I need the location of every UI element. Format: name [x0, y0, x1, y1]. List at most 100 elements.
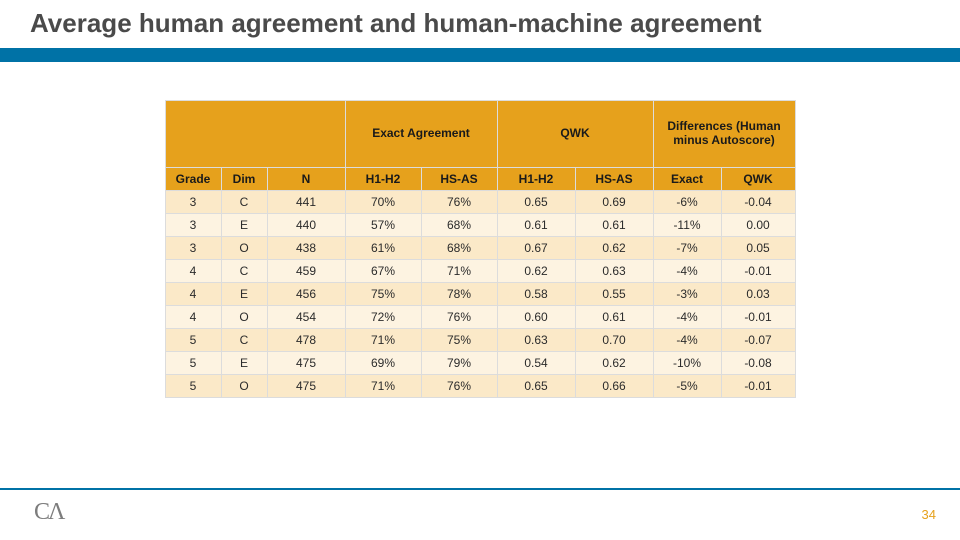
- table-cell: 0.60: [497, 306, 575, 329]
- table-row: 3O43861%68%0.670.62-7%0.05: [165, 237, 795, 260]
- table-cell: -0.01: [721, 375, 795, 398]
- table-cell: 0.63: [575, 260, 653, 283]
- table-cell: -0.08: [721, 352, 795, 375]
- blank-header: [165, 101, 345, 168]
- table-cell: 0.61: [575, 306, 653, 329]
- table-cell: 0.61: [497, 214, 575, 237]
- table-cell: 0.69: [575, 191, 653, 214]
- table-cell: 0.00: [721, 214, 795, 237]
- table-row: 5C47871%75%0.630.70-4%-0.07: [165, 329, 795, 352]
- table-cell: 454: [267, 306, 345, 329]
- table-cell: O: [221, 375, 267, 398]
- table-cell: -7%: [653, 237, 721, 260]
- table-cell: 67%: [345, 260, 421, 283]
- table-cell: 72%: [345, 306, 421, 329]
- page-title: Average human agreement and human-machin…: [30, 8, 762, 39]
- table-row: 4O45472%76%0.600.61-4%-0.01: [165, 306, 795, 329]
- table-cell: O: [221, 237, 267, 260]
- table-cell: -5%: [653, 375, 721, 398]
- table-cell: C: [221, 329, 267, 352]
- table-row: 5E47569%79%0.540.62-10%-0.08: [165, 352, 795, 375]
- table-cell: 0.62: [575, 237, 653, 260]
- table-body: 3C44170%76%0.650.69-6%-0.043E44057%68%0.…: [165, 191, 795, 398]
- table-cell: 4: [165, 260, 221, 283]
- table-row: 3E44057%68%0.610.61-11%0.00: [165, 214, 795, 237]
- table-cell: 0.61: [575, 214, 653, 237]
- group-header-qwk: QWK: [497, 101, 653, 168]
- table-cell: 440: [267, 214, 345, 237]
- table-cell: 79%: [421, 352, 497, 375]
- table-cell: 3: [165, 237, 221, 260]
- table-cell: 76%: [421, 306, 497, 329]
- table-cell: 0.62: [575, 352, 653, 375]
- table-cell: 0.58: [497, 283, 575, 306]
- col-dim: Dim: [221, 168, 267, 191]
- table-cell: 5: [165, 375, 221, 398]
- content-area: Exact Agreement QWK Differences (Human m…: [0, 100, 960, 398]
- group-header-diff: Differences (Human minus Autoscore): [653, 101, 795, 168]
- table-cell: -6%: [653, 191, 721, 214]
- col-ea-hsas: HS-AS: [421, 168, 497, 191]
- table-cell: 0.55: [575, 283, 653, 306]
- table-cell: 71%: [421, 260, 497, 283]
- col-qwk-hsas: HS-AS: [575, 168, 653, 191]
- table-cell: -0.01: [721, 306, 795, 329]
- table-cell: 438: [267, 237, 345, 260]
- table-header: Exact Agreement QWK Differences (Human m…: [165, 101, 795, 191]
- table-cell: 68%: [421, 237, 497, 260]
- table-cell: 3: [165, 191, 221, 214]
- logo: CΛ: [34, 499, 63, 526]
- table-cell: 75%: [421, 329, 497, 352]
- col-qwk-h1h2: H1-H2: [497, 168, 575, 191]
- table-cell: 61%: [345, 237, 421, 260]
- table-cell: 78%: [421, 283, 497, 306]
- table-cell: -4%: [653, 329, 721, 352]
- title-underline: [0, 48, 960, 62]
- table-cell: 0.70: [575, 329, 653, 352]
- page-number: 34: [922, 507, 936, 522]
- table-cell: 0.67: [497, 237, 575, 260]
- table-cell: -0.01: [721, 260, 795, 283]
- col-diff-exact: Exact: [653, 168, 721, 191]
- table-cell: 5: [165, 352, 221, 375]
- table-cell: 0.62: [497, 260, 575, 283]
- table-cell: E: [221, 283, 267, 306]
- col-n: N: [267, 168, 345, 191]
- table-cell: 0.54: [497, 352, 575, 375]
- footer-divider: [0, 488, 960, 490]
- table-cell: 441: [267, 191, 345, 214]
- table-cell: 71%: [345, 329, 421, 352]
- table-cell: 0.05: [721, 237, 795, 260]
- table-cell: -11%: [653, 214, 721, 237]
- table-cell: 478: [267, 329, 345, 352]
- table-cell: -0.04: [721, 191, 795, 214]
- col-diff-qwk: QWK: [721, 168, 795, 191]
- table-cell: 4: [165, 306, 221, 329]
- table-cell: 70%: [345, 191, 421, 214]
- table-cell: 0.63: [497, 329, 575, 352]
- col-grade: Grade: [165, 168, 221, 191]
- table-cell: 4: [165, 283, 221, 306]
- table-cell: 76%: [421, 191, 497, 214]
- title-bar: Average human agreement and human-machin…: [0, 0, 960, 55]
- table-cell: 0.66: [575, 375, 653, 398]
- table-cell: 0.03: [721, 283, 795, 306]
- table-cell: -0.07: [721, 329, 795, 352]
- table-cell: 71%: [345, 375, 421, 398]
- table-cell: 75%: [345, 283, 421, 306]
- agreement-table: Exact Agreement QWK Differences (Human m…: [165, 100, 796, 398]
- table-cell: 68%: [421, 214, 497, 237]
- table-cell: 57%: [345, 214, 421, 237]
- table-cell: -3%: [653, 283, 721, 306]
- table-cell: -4%: [653, 306, 721, 329]
- table-cell: 0.65: [497, 191, 575, 214]
- table-cell: 5: [165, 329, 221, 352]
- table-cell: O: [221, 306, 267, 329]
- table-cell: 69%: [345, 352, 421, 375]
- group-header-exact: Exact Agreement: [345, 101, 497, 168]
- table-cell: -10%: [653, 352, 721, 375]
- table-row: 3C44170%76%0.650.69-6%-0.04: [165, 191, 795, 214]
- table-row: 4E45675%78%0.580.55-3%0.03: [165, 283, 795, 306]
- table-cell: E: [221, 352, 267, 375]
- table-cell: 76%: [421, 375, 497, 398]
